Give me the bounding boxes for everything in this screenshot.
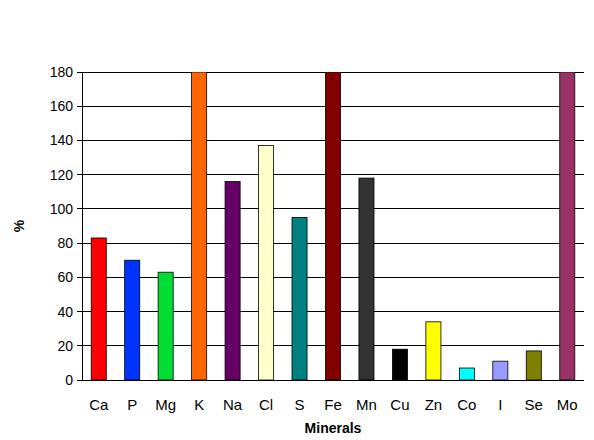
bar	[459, 368, 474, 380]
y-tick-label: 80	[57, 235, 73, 251]
x-tick-label: Se	[525, 396, 543, 413]
bar	[125, 260, 140, 380]
y-tick-label: 160	[50, 98, 74, 114]
tick-mark	[77, 277, 82, 278]
y-tick-label: 120	[50, 167, 74, 183]
bar	[259, 146, 274, 380]
x-tick-label: Fe	[324, 396, 342, 413]
bar	[493, 361, 508, 380]
x-tick-label: Mg	[155, 396, 176, 413]
tick-mark	[77, 243, 82, 244]
tick-mark	[77, 72, 82, 73]
y-tick-label: 100	[50, 201, 74, 217]
bar	[292, 217, 307, 380]
x-tick-label: K	[194, 396, 204, 413]
tick-mark	[77, 380, 82, 381]
y-tick-label: 40	[57, 304, 73, 320]
bars	[91, 72, 575, 380]
x-tick-label: Cu	[390, 396, 409, 413]
x-tick-label: I	[498, 396, 502, 413]
chart: 0 20 40 60 80 100 120 140 160 180 Ca P Mg K Na Cl S Fe Mn C…	[0, 0, 594, 440]
y-tick-label: 180	[50, 64, 74, 80]
x-tick-label: Zn	[425, 396, 443, 413]
y-axis-label: %	[11, 219, 27, 232]
tick-mark	[77, 140, 82, 141]
bar	[158, 272, 173, 380]
grid-line	[82, 380, 584, 381]
bar	[426, 322, 441, 380]
tick-mark	[77, 174, 82, 175]
x-tick-label: Na	[223, 396, 243, 413]
x-tick-label: S	[295, 396, 305, 413]
tick-mark	[77, 106, 82, 107]
x-tick-label: Mn	[356, 396, 377, 413]
bar	[526, 351, 541, 380]
tick-mark	[77, 311, 82, 312]
x-tick-label: Cl	[259, 396, 273, 413]
bar	[91, 238, 106, 380]
x-tick-label: Ca	[89, 396, 109, 413]
bar	[392, 349, 407, 380]
x-tick-label: Mo	[557, 396, 578, 413]
y-axis	[82, 72, 83, 380]
y-tick-label: 140	[50, 132, 74, 148]
bar	[225, 182, 240, 380]
x-axis-label: Minerals	[305, 420, 362, 436]
x-axis	[82, 380, 584, 381]
bar	[192, 72, 207, 380]
x-tick-label: Co	[457, 396, 476, 413]
bar	[560, 72, 575, 380]
bar	[325, 72, 340, 380]
y-tick-label: 0	[65, 372, 73, 388]
bar	[359, 178, 374, 380]
tick-mark	[77, 208, 82, 209]
y-tick-label: 60	[57, 269, 73, 285]
tick-mark	[77, 345, 82, 346]
x-tick-label: P	[127, 396, 137, 413]
y-tick-label: 20	[57, 338, 73, 354]
